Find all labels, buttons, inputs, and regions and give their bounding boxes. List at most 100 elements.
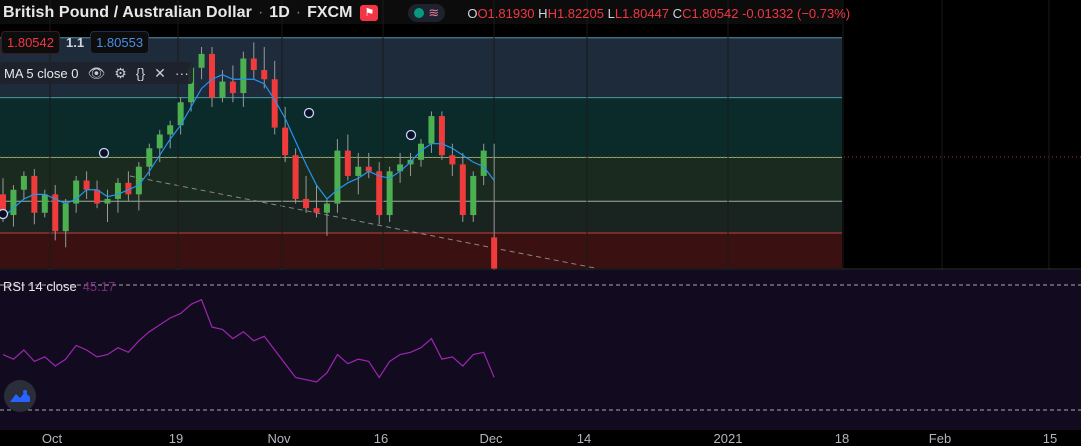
x-axis-label: 16 <box>373 431 389 446</box>
ma-label: MA 5 close 0 <box>4 65 79 81</box>
interval-label[interactable]: 1D <box>269 4 290 21</box>
ohlc-values: OO1.81930 HH1.82205 LL1.80447 CC1.80542 … <box>467 6 850 21</box>
candle-body <box>73 180 80 204</box>
candle-body <box>418 143 424 160</box>
flag-icon[interactable]: ⚑ <box>360 5 379 21</box>
ohlc-low: L1.80447 <box>614 5 670 21</box>
symbol-header: British Pound / Australian Dollar · 1D ·… <box>0 2 850 24</box>
zone-band <box>0 201 842 233</box>
candle-body <box>188 67 195 103</box>
candle-body <box>125 182 132 195</box>
candle-body <box>62 203 69 232</box>
candle-body <box>282 127 289 156</box>
candle-body <box>104 198 111 204</box>
candle-body <box>470 175 477 216</box>
candle-body <box>177 102 184 126</box>
candle-body <box>209 53 215 98</box>
candle-body <box>271 79 278 128</box>
candle-body <box>323 203 330 213</box>
tradingview-logo-icon[interactable] <box>4 380 36 412</box>
candle-body <box>156 134 163 149</box>
rsi-label: RSI 14 close <box>3 279 77 294</box>
candle-body <box>240 58 247 94</box>
candle-body <box>334 150 341 204</box>
ohlc-low-label: L <box>607 5 615 21</box>
x-axis-label: Nov <box>267 431 291 446</box>
candle-body <box>146 148 153 167</box>
symbol-title[interactable]: British Pound / Australian Dollar <box>3 4 252 21</box>
ohlc-high: H1.82205 <box>547 5 604 21</box>
eye-icon[interactable]: 👁 <box>87 64 106 81</box>
ohlc-change: -0.01332 (−0.73%) <box>742 5 851 21</box>
trend-line <box>129 175 596 269</box>
sell-button[interactable]: 1.80542 <box>1 31 60 54</box>
ma-marker <box>98 147 110 159</box>
candle-body <box>10 189 17 216</box>
x-axis-label: Dec <box>479 431 503 446</box>
separator: · <box>257 4 264 21</box>
ohlc-close-label: C <box>672 5 683 21</box>
rsi-line <box>2 298 495 383</box>
ohlc-open-label: O <box>467 5 478 21</box>
ohlc-close: C1.80542 <box>682 5 739 21</box>
trade-panel: 1.80542 1.1 1.80553 <box>1 31 150 54</box>
x-axis-label: Oct <box>41 431 63 446</box>
candle-body <box>386 171 393 216</box>
zone-band <box>0 233 842 268</box>
ma-marker <box>405 129 417 141</box>
candle-body <box>0 194 6 216</box>
x-axis-label: 14 <box>576 431 592 446</box>
source-label: FXCM <box>307 4 353 21</box>
ma-marker <box>303 107 315 119</box>
candle-body <box>480 150 487 176</box>
x-axis-label: Feb <box>928 431 952 446</box>
ohlc-high-label: H <box>538 5 548 21</box>
ma-indicator-legend[interactable]: MA 5 close 0 👁 ⚙ {} ✕ ··· <box>0 62 193 84</box>
candle-body <box>303 198 310 209</box>
candle-body <box>376 171 383 216</box>
close-icon[interactable]: ✕ <box>154 64 166 81</box>
rsi-indicator-legend[interactable]: RSI 14 close 45.17 <box>3 279 115 294</box>
wave-icon: ≋ <box>428 5 440 20</box>
x-axis-label: 19 <box>168 431 184 446</box>
candle-body <box>438 116 445 156</box>
candle-body <box>459 164 466 216</box>
candle-body <box>428 116 435 144</box>
x-axis-label: 15 <box>1042 431 1058 446</box>
candle-body <box>114 182 121 199</box>
braces-icon[interactable]: {} <box>135 65 146 81</box>
ma-marker <box>0 208 9 220</box>
separator: · <box>295 4 302 21</box>
more-icon[interactable]: ··· <box>174 65 189 81</box>
candle-body <box>94 189 101 204</box>
market-status-pill[interactable]: ≋ <box>408 4 446 22</box>
candle-body <box>52 194 59 232</box>
candle-body <box>167 125 174 135</box>
candle-body <box>355 166 362 176</box>
candle-body <box>365 166 372 172</box>
x-axis-label: 2021 <box>713 431 743 446</box>
candle-body <box>344 150 351 176</box>
market-open-icon <box>414 8 425 18</box>
rsi-pane-background <box>0 270 1081 430</box>
candle-body <box>20 175 27 190</box>
candle-body <box>250 58 257 71</box>
candle-body <box>313 208 320 213</box>
buy-button[interactable]: 1.80553 <box>90 31 150 54</box>
candle-body <box>198 53 205 68</box>
x-axis-label: 18 <box>834 431 850 446</box>
spread-value: 1.1 <box>66 35 85 50</box>
candle-body <box>83 180 90 190</box>
rsi-value: 45.17 <box>82 279 116 294</box>
candle-body <box>219 81 226 98</box>
candle-body <box>491 237 498 270</box>
ohlc-open: O1.81930 <box>477 5 535 21</box>
candle-body <box>41 194 48 213</box>
candle-body <box>229 81 236 94</box>
candle-body <box>397 164 404 172</box>
candle-body <box>135 166 142 195</box>
candle-body <box>261 70 268 80</box>
candle-body <box>449 155 456 165</box>
gear-icon[interactable]: ⚙ <box>114 64 127 81</box>
